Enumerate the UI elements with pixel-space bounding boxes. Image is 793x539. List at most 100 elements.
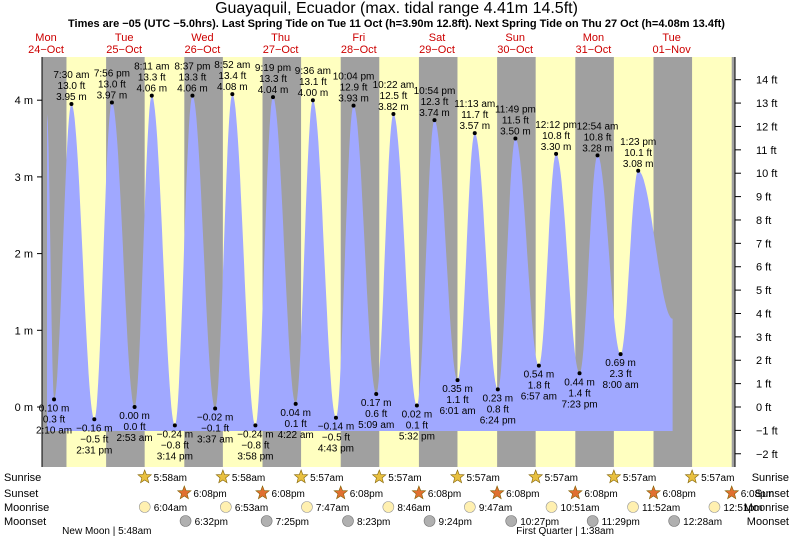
- tide-point: [109, 100, 114, 105]
- tide-time-label: 10:54 pm: [414, 86, 456, 97]
- right-tick-label: 5 ft: [756, 285, 771, 297]
- right-tick-label: 2 ft: [756, 355, 771, 367]
- right-tick-label: 10 ft: [756, 168, 777, 180]
- tide-point: [310, 98, 315, 103]
- tide-m-label: 3.82 m: [378, 102, 409, 113]
- tide-point: [230, 92, 235, 97]
- tide-ft-label: 1.4 ft: [568, 388, 590, 399]
- tide-point: [333, 415, 338, 420]
- tide-m-label: 4.08 m: [217, 82, 248, 93]
- astro-rows: Sunrise Sunrise Sunset Sunset Moonrise Moonri…: [4, 469, 789, 537]
- star-icon: [333, 485, 349, 500]
- right-tick-label: 11 ft: [756, 145, 777, 157]
- sunrise-time: 5:58am: [232, 473, 265, 484]
- moonset-time: 6:32pm: [195, 517, 228, 528]
- moonrise-icon: [301, 501, 313, 513]
- day-of-week-label: Mon: [35, 32, 56, 44]
- tide-m-label: 3.08 m: [623, 159, 654, 170]
- right-tick-label: 12 ft: [756, 121, 777, 133]
- tide-point: [132, 405, 137, 409]
- moonset-time: 10:27pm: [520, 517, 559, 528]
- tide-time-label: 7:56 pm: [94, 69, 130, 80]
- moonset-icon: [668, 515, 680, 527]
- row-label-right: Sunset: [755, 488, 789, 500]
- tide-ft-label: 10.1 ft: [624, 148, 652, 159]
- chart-subtitle: Times are −05 (UTC −5.0hrs). Last Spring…: [68, 18, 725, 30]
- tide-time-label: 10:22 am: [373, 80, 415, 91]
- tide-point: [536, 363, 541, 368]
- moonrise-time: 8:46am: [397, 503, 430, 514]
- moonset-time: 7:25pm: [276, 517, 309, 528]
- tide-ft-label: 0.8 ft: [487, 404, 509, 415]
- tide-point: [432, 118, 437, 123]
- tide-ft-label: 11.7 ft: [461, 110, 488, 121]
- moonrise-icon: [464, 501, 476, 513]
- tide-point: [351, 103, 356, 108]
- tide-time-label: 6:01 am: [439, 406, 475, 417]
- date-label: 27−Oct: [263, 44, 299, 56]
- sunset-time: 6:08pm: [272, 489, 305, 500]
- tide-m-label: 3.30 m: [541, 142, 572, 153]
- moonrise-icon: [220, 501, 232, 513]
- star-icon: [255, 485, 271, 500]
- sunrise-time: 5:57am: [466, 473, 499, 484]
- tide-m-label: 4.06 m: [177, 84, 208, 95]
- moonrise-time: 10:51am: [561, 503, 600, 514]
- tide-m-label: 3.50 m: [500, 127, 531, 138]
- row-label-left: Sunset: [4, 488, 38, 500]
- tide-point: [253, 423, 258, 428]
- tide-point: [270, 95, 275, 100]
- tide-m-label: −0.24 m: [237, 429, 273, 440]
- date-label: 26−Oct: [185, 44, 221, 56]
- tide-time-label: 2:31 pm: [76, 445, 112, 456]
- moonrise-icon: [627, 501, 639, 513]
- date-label: 30−Oct: [497, 44, 533, 56]
- star-icon: [137, 469, 153, 484]
- tide-point: [149, 93, 154, 98]
- sunset-time: 6:08pm: [193, 489, 226, 500]
- moonset-time: 9:24pm: [439, 517, 472, 528]
- right-tick-label: 4 ft: [756, 308, 771, 320]
- right-tick-label: 9 ft: [756, 192, 771, 204]
- right-tick-label: 7 ft: [756, 238, 771, 250]
- tide-time-label: 7:23 pm: [561, 399, 597, 410]
- moonrise-time: 6:04am: [154, 503, 187, 514]
- row-label-right: Sunrise: [752, 472, 789, 484]
- tide-m-label: 4.04 m: [258, 85, 289, 96]
- moonrise-time: 11:52am: [642, 503, 680, 514]
- tide-time-label: 5:32 pm: [399, 431, 435, 442]
- tide-ft-label: −0.1 ft: [201, 424, 229, 435]
- chart-title: Guayaquil, Ecuador (max. tidal range 4.4…: [215, 0, 578, 17]
- moonset-icon: [179, 515, 192, 527]
- tide-m-label: −0.24 m: [157, 429, 193, 440]
- tide-time-label: 3:37 am: [197, 435, 233, 446]
- sunset-time: 6:08pm: [350, 489, 383, 500]
- tide-ft-label: 0.1 ft: [406, 420, 428, 431]
- star-icon: [684, 469, 700, 484]
- tide-time-label: 4:43 pm: [318, 444, 354, 455]
- tide-point: [595, 153, 600, 158]
- moonset-icon: [342, 515, 354, 527]
- moonrise-time: 7:47am: [316, 503, 349, 514]
- date-label: 29−Oct: [419, 44, 455, 56]
- daylight-band: [692, 57, 732, 467]
- sunrise-time: 5:57am: [545, 473, 578, 484]
- left-tick-label: 3 m: [15, 172, 33, 184]
- tide-m-label: 4.06 m: [136, 84, 167, 95]
- day-of-week-label: Tue: [662, 32, 681, 44]
- axes: 0 m 1 m 2 m 3 m 4 m −2 ft −1 ft 0 ft 1 ft 2 ft 3 f…: [15, 57, 778, 467]
- day-of-week-label: Tue: [115, 32, 134, 44]
- tide-ft-label: 10.8 ft: [584, 132, 612, 143]
- row-label-left: Sunrise: [4, 472, 41, 484]
- tide-point: [414, 403, 419, 408]
- tide-m-label: 0.54 m: [524, 370, 555, 381]
- star-icon: [215, 469, 231, 484]
- day-of-week-label: Thu: [271, 32, 290, 44]
- moonrise-time: 6:53am: [235, 503, 268, 514]
- right-tick-label: 8 ft: [756, 215, 771, 227]
- tide-time-label: 5:09 am: [358, 420, 394, 431]
- tide-time-label: 8:00 am: [603, 380, 639, 391]
- tide-time-label: 6:24 pm: [480, 415, 516, 426]
- tide-ft-label: −0.8 ft: [241, 440, 269, 451]
